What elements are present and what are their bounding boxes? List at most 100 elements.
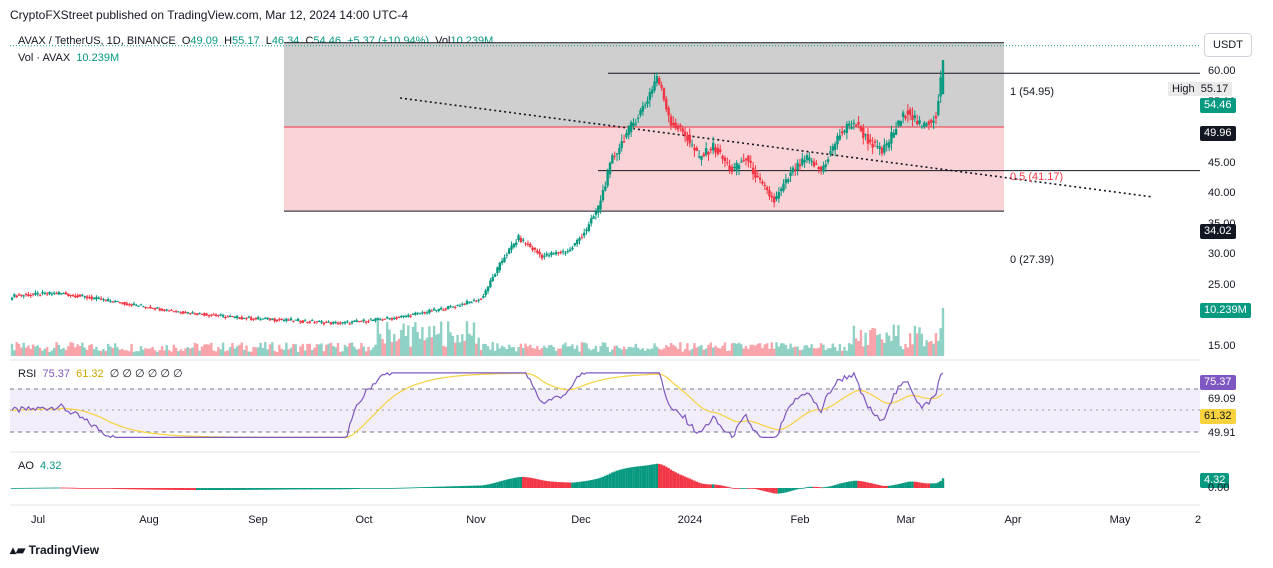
candle-body <box>409 315 412 317</box>
ao-bar <box>109 488 112 489</box>
candle-body <box>930 119 933 123</box>
candle-body <box>500 260 504 264</box>
volume-bar <box>439 321 443 356</box>
ao-bar <box>346 488 349 490</box>
candle-body <box>566 251 569 253</box>
fib-level-1: 1 (54.95) <box>1010 86 1055 98</box>
volume-bar <box>130 343 133 356</box>
volume-bar <box>205 344 208 356</box>
ao-bar <box>484 484 487 488</box>
low-label: L <box>265 35 272 47</box>
candle-body <box>789 172 792 177</box>
volume-bar <box>414 322 417 356</box>
candle-body <box>740 161 743 163</box>
candle-body <box>777 192 781 199</box>
ao-bar <box>231 488 234 490</box>
candle-body <box>855 124 858 127</box>
volume-bar <box>360 342 363 356</box>
high-label: H <box>224 35 233 47</box>
ao-label[interactable]: AO <box>18 460 34 472</box>
ao-bar <box>353 488 356 490</box>
ao-tag: 4.32 <box>1200 473 1230 488</box>
ao-bar <box>249 488 253 490</box>
candle-body <box>599 200 602 210</box>
volume-bar <box>240 342 244 356</box>
ao-bar <box>575 482 579 488</box>
ao-bar <box>113 488 117 489</box>
volume-legend-label[interactable]: Vol · AVAX <box>18 52 71 64</box>
ao-bar <box>200 488 204 490</box>
volume-bar <box>327 343 330 356</box>
volume-bar <box>711 347 715 356</box>
candle-body <box>364 321 368 323</box>
candle-body <box>418 313 422 315</box>
ao-bar <box>146 488 150 490</box>
candle-body <box>329 322 333 325</box>
candle-body <box>111 301 115 303</box>
tradingview-logo[interactable]: ▴▰ TradingView <box>10 543 99 557</box>
candle-body <box>53 292 56 294</box>
volume-legend-value: 10.239M <box>76 52 120 64</box>
ao-bar <box>613 471 616 488</box>
ao-bar <box>920 482 924 488</box>
volume-bar <box>599 345 602 356</box>
volume-bar <box>590 350 593 356</box>
volume-bar <box>592 348 595 356</box>
candle-body <box>737 165 741 170</box>
ao-bar <box>67 487 70 489</box>
volume-bar <box>648 349 652 356</box>
ao-bar <box>737 488 741 489</box>
candle-body <box>592 216 595 219</box>
candle-body <box>240 316 244 320</box>
candle-body <box>90 296 93 300</box>
last-price-tag: 54.46 <box>1200 98 1236 113</box>
volume-bar <box>775 342 778 356</box>
rsi-tag: 75.37 <box>1200 375 1236 390</box>
volume-bar <box>292 343 295 356</box>
ao-bar <box>930 483 933 488</box>
candle-body <box>643 104 647 106</box>
candle-body <box>869 139 872 143</box>
ao-bar <box>31 487 35 489</box>
volume-bar <box>500 345 504 356</box>
ao-bar <box>156 488 159 490</box>
candle-body <box>439 307 443 310</box>
candle-body <box>15 295 18 298</box>
rsi-label[interactable]: RSI <box>18 368 37 380</box>
volume-bar <box>479 349 483 356</box>
volume-bar <box>491 342 494 356</box>
candle-body <box>430 310 433 312</box>
symbol-name[interactable]: AVAX / TetherUS, 1D, BINANCE <box>18 35 176 47</box>
candle-body <box>688 134 691 144</box>
volume-bar <box>332 345 335 356</box>
volume-bar <box>808 347 811 356</box>
candle-body <box>153 307 157 310</box>
candle-body <box>50 293 54 295</box>
candle-body <box>862 127 865 138</box>
candle-body <box>531 247 534 251</box>
ao-bar <box>690 479 694 488</box>
volume-bar <box>629 347 633 356</box>
candle-body <box>775 195 778 200</box>
candle-body <box>458 305 462 307</box>
ao-bar <box>15 487 18 489</box>
ao-bar <box>472 485 476 488</box>
candle-body <box>571 247 574 250</box>
ao-bar <box>22 487 25 489</box>
volume-bar <box>273 350 276 356</box>
volume-bar <box>904 343 907 356</box>
volume-bar <box>315 344 319 356</box>
volume-bar <box>512 347 516 356</box>
ao-bar <box>908 481 912 488</box>
ao-bar <box>904 482 907 488</box>
ao-bar <box>13 487 16 489</box>
volume-bar <box>646 348 649 356</box>
volume-bar <box>409 346 412 356</box>
currency-button[interactable]: USDT <box>1204 33 1252 57</box>
volume-bar <box>442 345 445 356</box>
ao-bar <box>772 488 776 494</box>
volume-bar <box>557 348 560 356</box>
candle-body <box>526 243 530 245</box>
volume-bar <box>761 348 764 356</box>
